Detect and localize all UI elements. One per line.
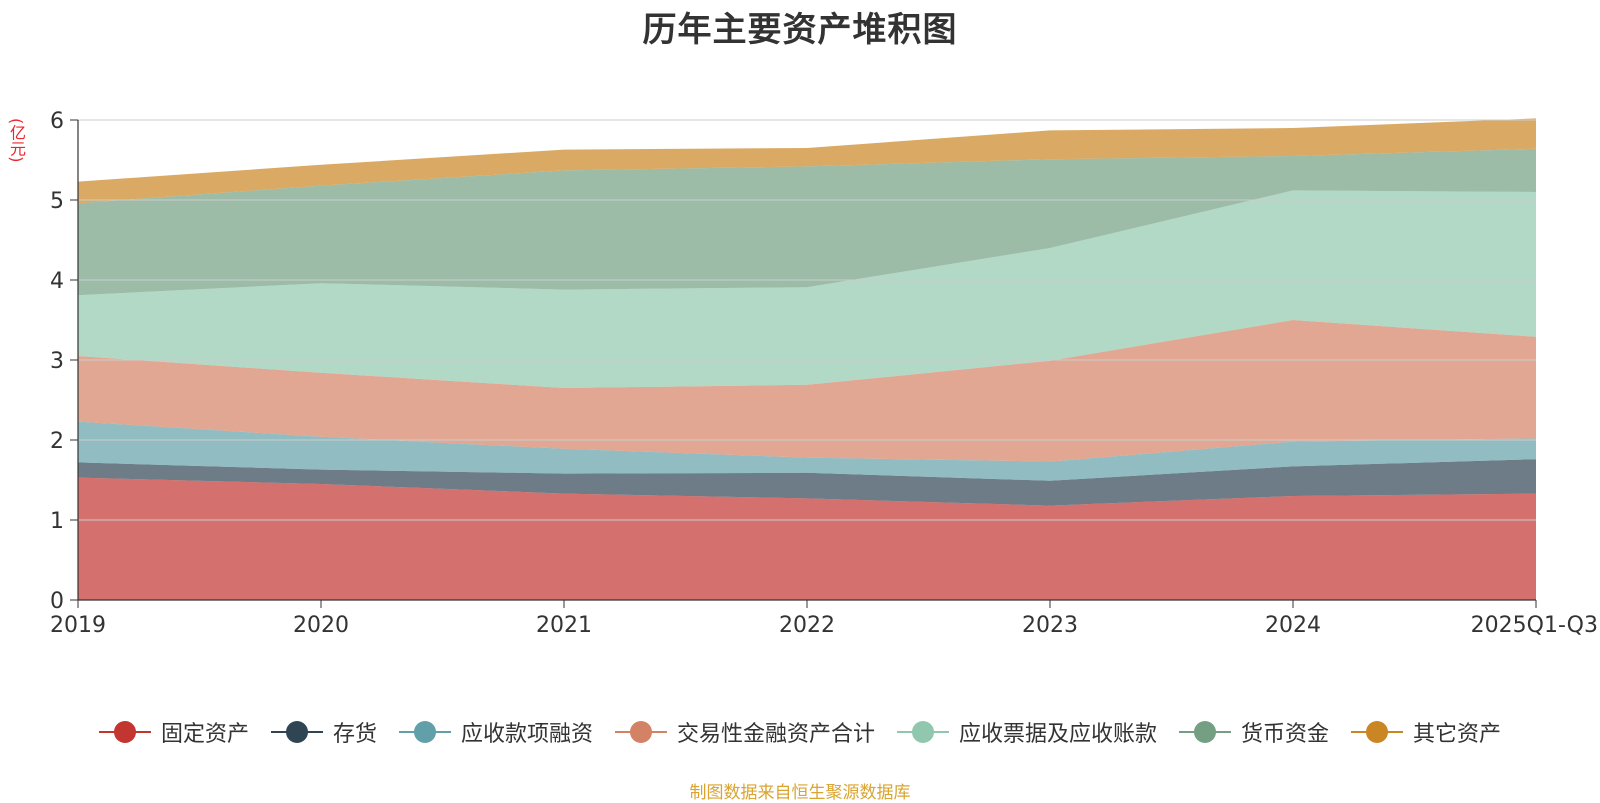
y-tick-label: 1: [50, 509, 64, 534]
legend-marker-icon: [897, 719, 949, 745]
y-tick-label: 4: [50, 269, 64, 294]
y-tick-label: 2: [50, 429, 64, 454]
legend-item-6[interactable]: 其它资产: [1351, 716, 1501, 748]
chart-title: 历年主要资产堆积图: [642, 10, 958, 50]
legend-marker-icon: [1351, 719, 1404, 745]
x-tick-label: 2024: [1265, 613, 1321, 638]
legend-item-3[interactable]: 交易性金融资产合计: [614, 716, 875, 748]
stacked-area-chart: 0 1 2 3 4 5 6 2019 2020 2021 2022 2023 2024 2025Q1-Q3: [50, 109, 1598, 638]
area-series-2: [78, 421, 1536, 481]
legend-label: 固定资产: [160, 722, 249, 747]
legend-marker-icon: [398, 719, 451, 745]
area-series-0: [78, 477, 1536, 600]
legend-marker-icon: [614, 719, 667, 745]
x-tick-label: 2020: [293, 613, 349, 638]
area-series-4: [78, 190, 1536, 388]
legend-item-2[interactable]: 应收款项融资: [398, 716, 593, 748]
legend-label: 应收票据及应收账款: [959, 722, 1158, 747]
area-layers: [78, 118, 1536, 600]
source-note: 制图数据来自恒生聚源数据库: [689, 783, 911, 803]
y-tick-label: 5: [50, 189, 64, 214]
legend-label: 货币资金: [1241, 722, 1330, 747]
y-axis-unit-label: (亿元): [7, 118, 26, 163]
legend-item-1[interactable]: 存货: [270, 716, 377, 748]
y-axis-ticks: 0 1 2 3 4 5 6: [50, 109, 78, 614]
y-tick-label: 3: [50, 349, 64, 374]
legend-marker-icon: [270, 719, 323, 745]
y-tick-label: 6: [50, 109, 64, 134]
x-tick-label: 2021: [536, 613, 592, 638]
area-series-5: [78, 148, 1536, 296]
legend-marker-icon: [98, 719, 151, 745]
area-series-1: [78, 459, 1536, 506]
x-axis-ticks: 2019 2020 2021 2022 2023 2024 2025Q1-Q3: [50, 600, 1598, 638]
legend-item-5[interactable]: 货币资金: [1179, 716, 1329, 748]
grid-lines: [78, 119, 1536, 521]
area-series-3: [78, 320, 1536, 462]
legend-label: 应收款项融资: [460, 722, 593, 747]
legend-item-4[interactable]: 应收票据及应收账款: [897, 716, 1157, 748]
legend-label: 存货: [332, 722, 377, 747]
legend-item-0[interactable]: 固定资产: [98, 716, 249, 748]
area-series-6: [78, 118, 1536, 204]
legend-label: 其它资产: [1413, 722, 1502, 747]
y-tick-label: 0: [50, 589, 64, 614]
x-tick-label: 2023: [1022, 613, 1078, 638]
x-tick-label: 2019: [50, 613, 106, 638]
chart-legend: 固定资产 存货 应收款项融资 交易性金融资产合计 应收票据及应收账款 货币资金 其它资产: [0, 716, 1600, 748]
x-tick-label: 2022: [779, 613, 835, 638]
x-tick-label: 2025Q1-Q3: [1471, 613, 1598, 638]
legend-marker-icon: [1179, 719, 1232, 745]
legend-label: 交易性金融资产合计: [676, 722, 875, 747]
